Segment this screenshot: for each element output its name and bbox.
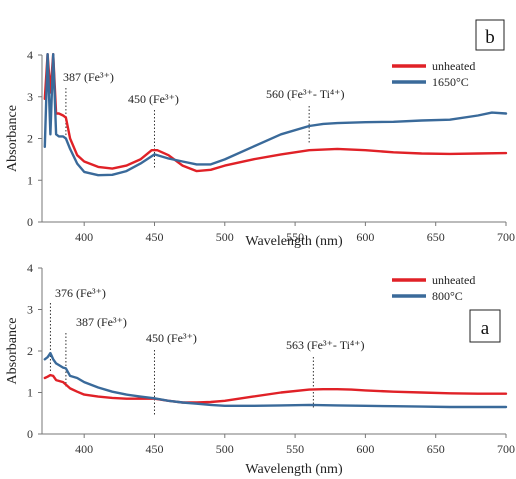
- y-tick-label: 2: [27, 132, 33, 146]
- x-axis-label: Wavelength (nm): [245, 234, 343, 249]
- annotation-label: 376 (Fe³⁺): [55, 286, 106, 300]
- annotation-label: 450 (Fe³⁺): [146, 331, 197, 345]
- panel-label-box: [475, 19, 505, 51]
- x-tick-label: 500: [216, 442, 234, 456]
- annotation-label: 450 (Fe³⁺): [128, 92, 179, 106]
- y-tick-label: 4: [27, 261, 33, 275]
- y-tick-label: 1: [27, 386, 33, 400]
- x-tick-label: 450: [145, 230, 163, 244]
- x-tick-label: 550: [286, 442, 304, 456]
- x-tick-label: 650: [427, 230, 445, 244]
- x-tick-label: 600: [356, 230, 374, 244]
- legend-label: 1650°C: [432, 75, 469, 89]
- x-tick-label: 450: [145, 442, 163, 456]
- y-tick-label: 3: [27, 303, 33, 317]
- annotation-label: 387 (Fe³⁺): [76, 315, 127, 329]
- panel-b-chart: 0 1 2 3 4 400 450 500 550 600 650 700 Wavelength (nm…: [5, 19, 515, 249]
- y-tick-label: 3: [27, 90, 33, 104]
- series-line: [43, 351, 508, 409]
- legend-label: 800°C: [432, 289, 463, 303]
- y-tick-label: 0: [27, 427, 33, 441]
- x-tick-label: 700: [497, 442, 515, 456]
- x-tick-label: 550: [286, 230, 304, 244]
- y-tick-label: 0: [27, 215, 33, 229]
- legend-label: unheated: [432, 59, 475, 73]
- x-tick-label: 400: [75, 230, 93, 244]
- series-line: [43, 53, 508, 173]
- x-tick-label: 500: [216, 230, 234, 244]
- x-tick-label: 600: [356, 442, 374, 456]
- y-tick-label: 4: [27, 48, 33, 62]
- series-line: [43, 373, 508, 404]
- annotation-label: 387 (Fe³⁺): [63, 70, 114, 84]
- annotation-label: 563 (Fe³⁺- Ti⁴⁺): [286, 338, 364, 352]
- panel-label: a: [481, 318, 490, 339]
- x-tick-label: 650: [427, 442, 445, 456]
- x-tick-label: 400: [75, 442, 93, 456]
- x-axis-label: Wavelength (nm): [245, 462, 343, 477]
- y-axis-label: Absorbance: [5, 318, 20, 385]
- legend-label: unheated: [432, 273, 475, 287]
- series-line: [43, 53, 508, 177]
- panel-label: b: [485, 27, 495, 48]
- y-tick-label: 1: [27, 173, 33, 187]
- annotation-label: 560 (Fe³⁺- Ti⁴⁺): [266, 87, 344, 101]
- y-axis-label: Absorbance: [5, 105, 20, 172]
- x-tick-label: 700: [497, 230, 515, 244]
- panel-label-box: [469, 309, 501, 343]
- panel-a-chart: 0 1 2 3 4 400 450 500 550 600 650 700 Wavelength (nm…: [5, 261, 515, 477]
- y-tick-label: 2: [27, 344, 33, 358]
